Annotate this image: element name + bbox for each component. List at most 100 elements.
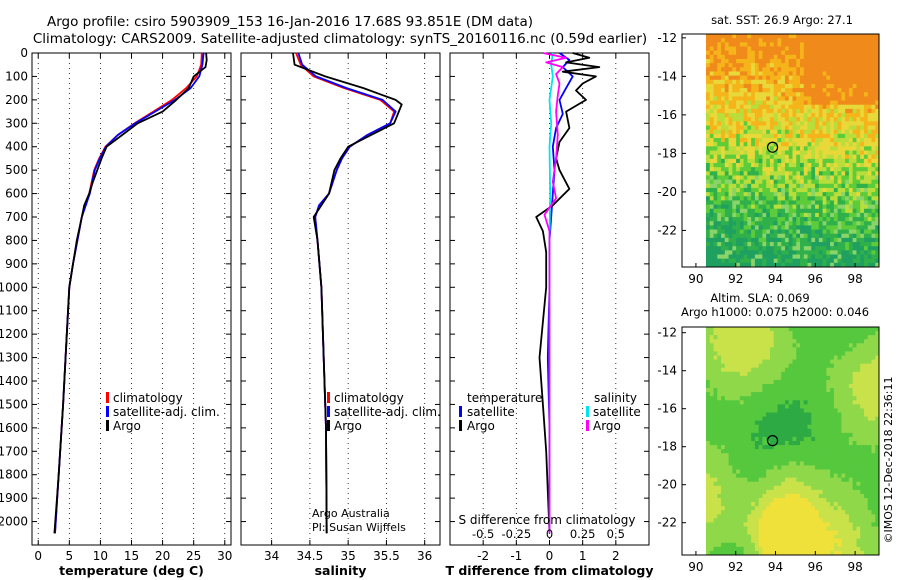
heatmap-cell bbox=[747, 175, 752, 181]
heatmap-cell bbox=[728, 400, 733, 405]
heatmap-cell bbox=[811, 217, 816, 222]
heatmap-cell bbox=[743, 108, 748, 114]
heatmap-cell bbox=[709, 408, 714, 413]
heatmap-cell bbox=[830, 100, 835, 106]
heatmap-cell bbox=[867, 481, 872, 487]
heatmap-cell bbox=[721, 117, 726, 122]
heatmap-cell bbox=[781, 461, 786, 466]
heatmap-cell bbox=[856, 34, 861, 39]
heatmap-cell bbox=[803, 246, 808, 251]
heatmap-cell bbox=[732, 351, 737, 356]
heatmap-cell bbox=[852, 250, 857, 255]
heatmap-cell bbox=[754, 42, 760, 47]
heatmap-cell bbox=[709, 359, 714, 365]
heatmap-cell bbox=[747, 392, 752, 397]
heatmap-cell bbox=[773, 187, 778, 193]
heatmap-cell bbox=[781, 204, 786, 210]
heatmap-cell bbox=[867, 108, 872, 114]
heatmap-cell bbox=[784, 384, 790, 389]
heatmap-cell bbox=[754, 506, 760, 511]
heatmap-cell bbox=[871, 371, 876, 377]
heatmap-cell bbox=[871, 50, 876, 56]
heatmap-cell bbox=[867, 179, 872, 185]
heatmap-cell bbox=[833, 347, 839, 352]
heatmap-cell bbox=[833, 485, 839, 491]
heatmap-cell bbox=[822, 217, 827, 222]
heatmap-cell bbox=[848, 138, 854, 143]
heatmap-cell bbox=[769, 331, 775, 336]
heatmap-cell bbox=[837, 75, 842, 81]
heatmap-cell bbox=[773, 408, 778, 413]
heatmap-cell bbox=[762, 229, 767, 235]
heatmap-cell bbox=[826, 375, 831, 381]
heatmap-cell bbox=[732, 250, 737, 255]
heatmap-cell bbox=[773, 104, 778, 110]
heatmap-cell bbox=[781, 179, 786, 185]
heatmap-cell bbox=[826, 428, 831, 434]
heatmap-cell bbox=[736, 445, 741, 450]
heatmap-cell bbox=[826, 221, 831, 226]
heatmap-cell bbox=[848, 34, 854, 39]
heatmap-cell bbox=[811, 428, 816, 434]
heatmap-cell bbox=[743, 343, 748, 348]
heatmap-cell bbox=[822, 388, 827, 393]
heatmap-cell bbox=[837, 477, 842, 483]
heatmap-cell bbox=[863, 461, 869, 466]
heatmap-cell bbox=[709, 331, 714, 336]
heatmap-cell bbox=[863, 46, 869, 52]
heatmap-cell bbox=[724, 167, 729, 172]
heatmap-cell bbox=[762, 167, 767, 172]
heatmap-cell bbox=[721, 343, 726, 348]
heatmap-cell bbox=[777, 246, 782, 251]
heatmap-cell bbox=[811, 34, 816, 39]
heatmap-cell bbox=[818, 510, 823, 515]
heatmap-cell bbox=[732, 217, 737, 222]
heatmap-cell bbox=[863, 92, 869, 97]
argo-float-marker bbox=[766, 141, 779, 153]
heatmap-cell bbox=[758, 129, 763, 135]
heatmap-cell bbox=[788, 428, 793, 434]
heatmap-cell bbox=[852, 420, 857, 426]
heatmap-cell bbox=[709, 481, 714, 487]
heatmap-cell bbox=[713, 473, 718, 479]
heatmap-cell bbox=[860, 457, 865, 462]
heatmap-cell bbox=[777, 258, 782, 264]
heatmap-cell bbox=[781, 424, 786, 430]
heatmap-cell bbox=[747, 449, 752, 454]
heatmap-cell bbox=[837, 92, 842, 97]
heatmap-cell bbox=[754, 67, 760, 72]
heatmap-cell bbox=[762, 183, 767, 189]
heatmap-cell bbox=[807, 477, 812, 483]
heatmap-cell bbox=[747, 96, 752, 101]
heatmap-cell bbox=[713, 237, 718, 243]
heatmap-cell bbox=[856, 453, 861, 458]
heatmap-cell bbox=[848, 79, 854, 85]
heatmap-cell bbox=[815, 221, 820, 226]
heatmap-cell bbox=[803, 449, 808, 454]
heatmap-cell bbox=[837, 465, 842, 470]
heatmap-cell bbox=[815, 179, 820, 185]
heatmap-cell bbox=[803, 38, 808, 43]
heatmap-cell bbox=[769, 351, 775, 356]
heatmap-cell bbox=[800, 50, 805, 56]
heatmap-cell bbox=[837, 96, 842, 101]
heatmap-cell bbox=[803, 92, 808, 97]
heatmap-cell bbox=[841, 108, 846, 114]
heatmap-cell bbox=[807, 412, 812, 417]
heatmap-cell bbox=[815, 351, 820, 356]
heatmap-cell bbox=[860, 208, 865, 214]
heatmap-cell bbox=[721, 441, 726, 446]
heatmap-cell bbox=[736, 375, 741, 381]
heatmap-cell bbox=[728, 146, 733, 151]
heatmap-cell bbox=[871, 42, 876, 47]
heatmap-cell bbox=[826, 400, 831, 405]
heatmap-cell bbox=[845, 258, 850, 264]
heatmap-cell bbox=[743, 54, 748, 60]
heatmap-cell bbox=[860, 212, 865, 218]
heatmap-cell bbox=[792, 404, 797, 409]
heatmap-cell bbox=[739, 34, 745, 39]
heatmap-cell bbox=[860, 436, 865, 442]
heatmap-cell bbox=[803, 129, 808, 135]
heatmap-cell bbox=[818, 424, 823, 430]
heatmap-cell bbox=[754, 400, 760, 405]
